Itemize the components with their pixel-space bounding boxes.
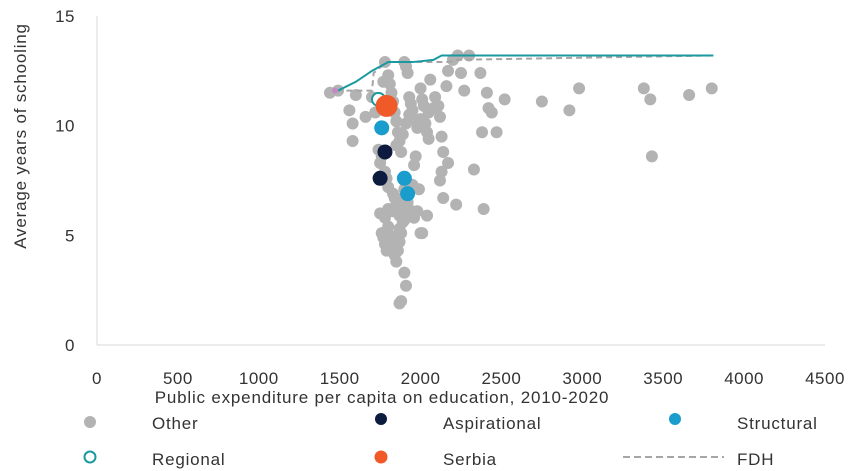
data-point-other: [403, 109, 415, 121]
data-point-other: [474, 67, 486, 79]
x-tick-label: 1500: [320, 369, 360, 388]
x-tick-label: 4000: [724, 369, 764, 388]
x-tick-label: 500: [163, 369, 193, 388]
y-axis-title: Average years of schooling: [11, 23, 30, 249]
legend-label-aspirational: Aspirational: [443, 414, 541, 433]
data-point-other: [646, 150, 658, 162]
data-point-other: [437, 146, 449, 158]
plot-area: [324, 49, 718, 309]
data-point-other: [382, 203, 394, 215]
data-point-other: [440, 80, 452, 92]
legend-marker-other: [84, 416, 96, 428]
legend-label-other: Other: [152, 414, 199, 433]
y-tick-label: 15: [55, 7, 75, 26]
data-point-other: [436, 131, 448, 143]
x-axis-title: Public expenditure per capita on educati…: [155, 388, 609, 407]
legend-marker-regional: [85, 452, 96, 463]
data-point-other: [400, 280, 412, 292]
legend-marker-structural: [669, 413, 681, 425]
x-tick-label: 1000: [239, 369, 279, 388]
data-point-structural: [374, 120, 389, 135]
data-point-other: [536, 96, 548, 108]
x-tick-label: 3000: [562, 369, 602, 388]
data-point-other: [450, 199, 462, 211]
data-point-other: [476, 126, 488, 138]
x-tick-label: 0: [92, 369, 102, 388]
data-point-other: [423, 133, 435, 145]
data-point-other: [410, 150, 422, 162]
data-point-other: [458, 85, 470, 97]
data-point-other: [343, 104, 355, 116]
data-point-other: [408, 212, 420, 224]
data-point-other: [402, 67, 414, 79]
data-point-other: [415, 82, 427, 94]
data-point-other: [478, 203, 490, 215]
y-tick-label: 0: [65, 336, 75, 355]
y-tick-label: 10: [55, 117, 75, 136]
accent-point: [332, 88, 338, 94]
data-point-other: [421, 210, 433, 222]
data-point-structural: [397, 171, 412, 186]
data-point-other: [455, 67, 467, 79]
x-tick-label: 2500: [482, 369, 522, 388]
data-point-other: [390, 256, 402, 268]
data-point-other: [395, 295, 407, 307]
data-point-other: [442, 157, 454, 169]
legend-label-fdh: FDH: [737, 450, 774, 469]
data-point-other: [563, 104, 575, 116]
data-point-other: [486, 107, 498, 119]
data-point-other: [390, 139, 402, 151]
data-point-aspirational: [377, 144, 392, 159]
legend: Other Aspirational Structural Regional S…: [84, 413, 818, 469]
data-point-other: [644, 93, 656, 105]
data-point-other: [442, 65, 454, 77]
legend-label-structural: Structural: [737, 414, 818, 433]
legend-label-regional: Regional: [152, 450, 226, 469]
data-point-other: [491, 126, 503, 138]
legend-marker-serbia: [375, 451, 388, 464]
axes: [97, 16, 825, 345]
data-point-other: [683, 89, 695, 101]
data-point-other: [573, 82, 585, 94]
data-point-other: [706, 82, 718, 94]
data-point-other: [397, 128, 409, 140]
legend-label-serbia: Serbia: [443, 450, 497, 469]
data-point-other: [347, 135, 359, 147]
data-point-other: [398, 267, 410, 279]
data-point-aspirational: [373, 171, 388, 186]
x-tick-label: 4500: [805, 369, 845, 388]
data-point-other: [416, 227, 428, 239]
x-tick-label: 2000: [401, 369, 441, 388]
data-point-other: [499, 93, 511, 105]
x-tick-label: 3500: [643, 369, 683, 388]
data-point-serbia: [376, 95, 398, 117]
data-point-other: [481, 87, 493, 99]
y-tick-label: 5: [65, 226, 75, 245]
data-point-other: [424, 74, 436, 86]
data-point-other: [427, 102, 439, 114]
data-point-other: [394, 223, 406, 235]
data-point-other: [638, 82, 650, 94]
data-point-other: [437, 192, 449, 204]
data-point-other: [347, 117, 359, 129]
data-point-structural: [400, 186, 415, 201]
data-point-other: [468, 164, 480, 176]
legend-marker-aspirational: [375, 413, 387, 425]
